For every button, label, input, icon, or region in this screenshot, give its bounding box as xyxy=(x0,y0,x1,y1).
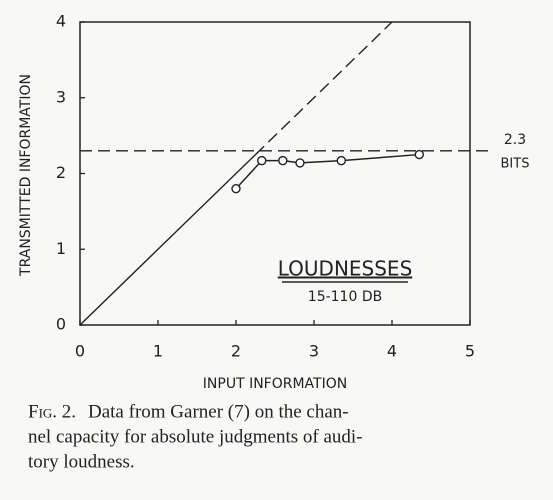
x-axis-label: INPUT INFORMATION xyxy=(203,376,347,392)
legend-subtitle: 15-110 DB xyxy=(308,289,382,305)
threshold-value: 2.3 xyxy=(504,132,526,148)
y-tick-label: 4 xyxy=(56,12,66,31)
x-tick-label: 4 xyxy=(387,342,397,361)
y-tick-label: 2 xyxy=(56,163,66,182)
x-tick-label: 5 xyxy=(465,342,475,361)
reference-line xyxy=(79,154,256,326)
caption-line: tory loudness. xyxy=(28,451,135,472)
data-point xyxy=(414,149,424,160)
legend-label: LOUDNESSES xyxy=(278,257,413,281)
data-point xyxy=(257,155,267,166)
data-line xyxy=(235,153,420,190)
threshold-label: BITS xyxy=(501,156,530,171)
x-tick-label: 2 xyxy=(231,342,241,361)
y-tick-label: 3 xyxy=(56,87,66,106)
reference-line xyxy=(255,21,393,156)
y-tick-label: 1 xyxy=(56,239,66,258)
caption-line: Data from Garner (7) on the chan- xyxy=(88,401,349,422)
y-tick-label: 0 xyxy=(56,315,66,334)
caption-line: nel capacity for absolute judgments of a… xyxy=(28,426,363,447)
x-tick-label: 3 xyxy=(309,342,319,361)
x-tick-label: 1 xyxy=(153,342,163,361)
caption-figure: Fig. 2. xyxy=(28,401,76,422)
data-point xyxy=(336,155,346,166)
data-point xyxy=(278,155,288,166)
y-axis-label: TRANSMITTED INFORMATION xyxy=(18,74,34,277)
x-tick-label: 0 xyxy=(75,342,85,361)
data-point xyxy=(231,183,241,194)
data-point xyxy=(295,158,305,168)
